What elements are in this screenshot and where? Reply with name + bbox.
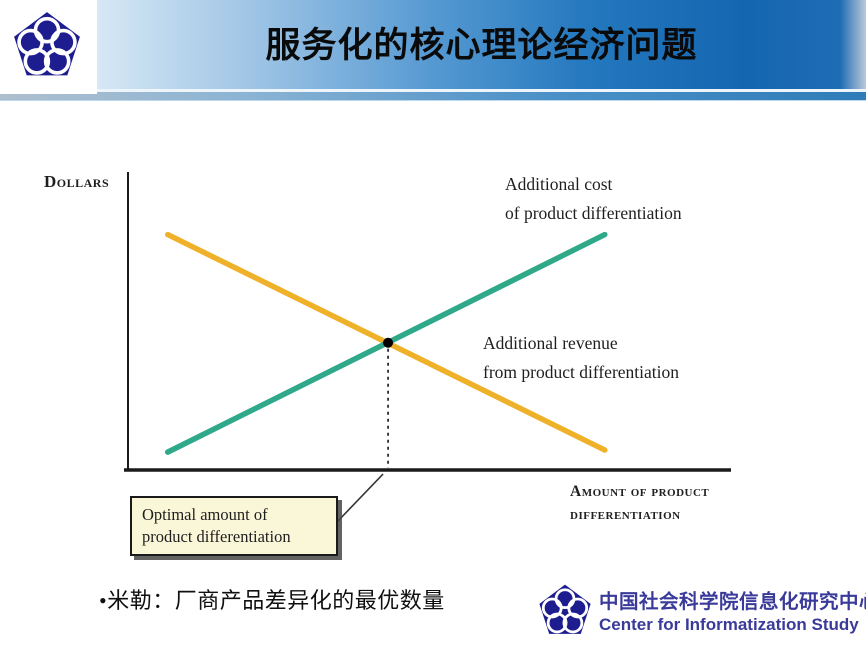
revenue-series-label-line2: from product differentiation xyxy=(483,362,680,382)
x-axis-label: Amount of product differentiation xyxy=(570,480,709,526)
header-divider-stripe xyxy=(0,92,866,101)
bullet-text: •米勒：厂商产品差异化的最优数量 xyxy=(99,588,445,613)
revenue-series-label: Additional revenue from product differen… xyxy=(483,329,679,387)
optimal-amount-callout: Optimal amount of product differentiatio… xyxy=(130,496,338,556)
x-axis-label-line2: differentiation xyxy=(570,506,681,523)
header-divider-light xyxy=(0,89,866,92)
footer-brand: 中国社会科学院信息化研究中心 Center for Informatizatio… xyxy=(537,581,866,641)
footer-org-cn: 中国社会科学院信息化研究中心 xyxy=(599,591,866,613)
revenue-series-label-line1: Additional revenue xyxy=(483,333,618,353)
callout-line2: product differentiation xyxy=(142,527,291,546)
cass-logo-box xyxy=(0,0,97,94)
x-axis-label-line1: Amount of product xyxy=(570,483,710,500)
header-band: 服务化的核心理论经济问题 xyxy=(0,0,866,89)
callout-line1: Optimal amount of xyxy=(142,505,268,524)
cost-series-label: Additional cost of product differentiati… xyxy=(505,170,682,228)
cost-series-label-line2: of product differentiation xyxy=(505,203,682,223)
cass-pentagon-icon-small xyxy=(538,583,592,636)
y-axis-label: Dollars xyxy=(44,172,110,191)
page-title: 服务化的核心理论经济问题 xyxy=(265,26,698,65)
footer-org-en: Center for Informatization Study xyxy=(599,615,859,634)
footer-text: 中国社会科学院信息化研究中心 Center for Informatizatio… xyxy=(599,581,866,635)
intersection-dot xyxy=(383,337,394,348)
cost-series-label-line1: Additional cost xyxy=(505,174,613,194)
